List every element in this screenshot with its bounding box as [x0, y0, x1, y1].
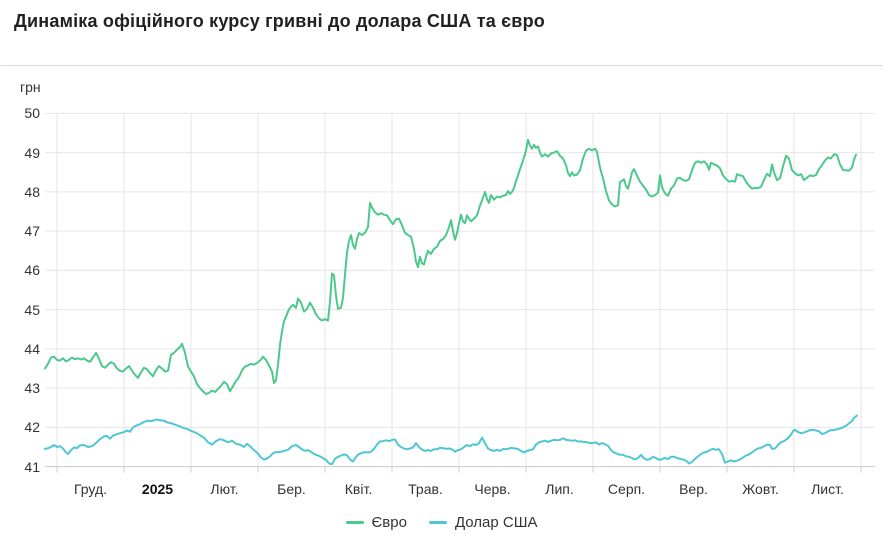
- y-tick-label: 42: [24, 419, 40, 436]
- legend-label: Долар США: [454, 514, 538, 531]
- y-tick-label: 48: [24, 183, 40, 200]
- x-tick-label: Квіт.: [344, 481, 373, 497]
- title-divider: [0, 65, 883, 66]
- euro-series-line: [44, 138, 857, 395]
- y-tick-label: 47: [24, 223, 40, 240]
- y-tick-label: 49: [24, 144, 40, 161]
- x-tick-label: 2025: [141, 481, 174, 497]
- y-tick-label: 44: [24, 340, 40, 357]
- x-tick-label: Трав.: [408, 481, 443, 497]
- page-title: Динаміка офіційного курсу гривні до дола…: [14, 11, 545, 31]
- y-tick-label: 46: [24, 262, 40, 279]
- legend-item-euro[interactable]: Євро: [345, 514, 407, 531]
- x-tick-label: Лист.: [811, 481, 844, 497]
- x-tick-label: Вер.: [679, 481, 708, 497]
- y-tick-label: 45: [24, 301, 40, 318]
- legend: Євро Долар США: [0, 514, 883, 531]
- legend-label: Євро: [371, 514, 407, 531]
- y-tick-label: 43: [24, 380, 40, 397]
- y-tick-label: 41: [24, 458, 40, 475]
- usd-legend-swatch-icon: [428, 521, 447, 524]
- x-tick-label: Жовт.: [742, 481, 779, 497]
- x-tick-label: Черв.: [474, 481, 511, 497]
- y-tick-label: 50: [24, 105, 40, 122]
- x-tick-label: Груд.: [73, 481, 108, 497]
- x-tick-label: Серп.: [607, 481, 646, 497]
- x-tick-label: Бер.: [277, 481, 306, 497]
- x-tick-label: Лип.: [545, 481, 574, 497]
- euro-legend-swatch-icon: [345, 521, 364, 524]
- y-axis-unit-label: грн: [20, 79, 41, 95]
- usd-series-line: [44, 414, 858, 466]
- x-tick-label: Лют.: [210, 481, 239, 497]
- legend-item-usd[interactable]: Долар США: [428, 514, 538, 531]
